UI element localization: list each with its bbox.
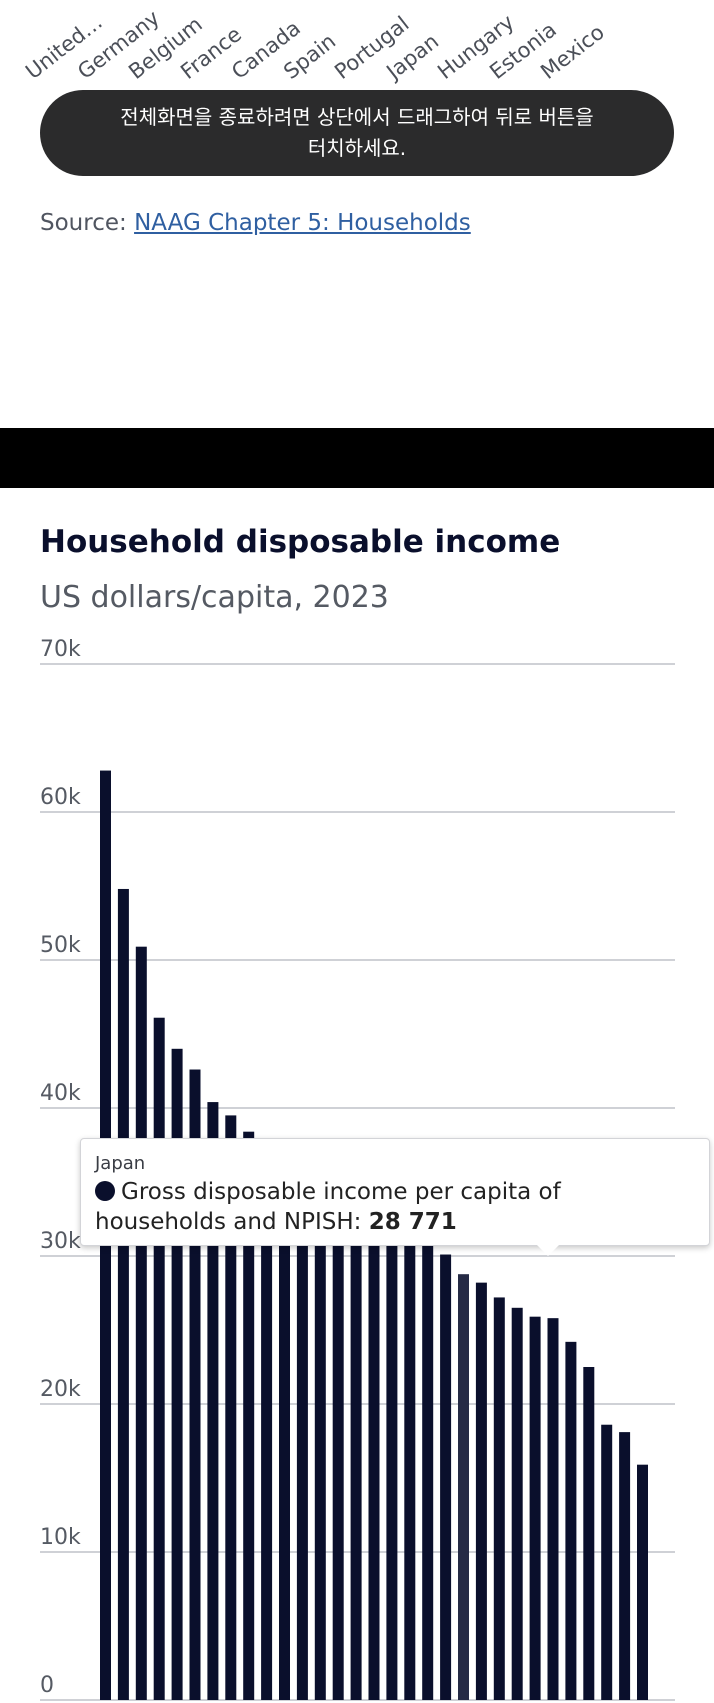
bar[interactable] xyxy=(225,1115,237,1700)
y-tick-label: 20k xyxy=(40,1377,81,1402)
tooltip-series-name: Gross disposable income per capita of ho… xyxy=(95,1179,561,1235)
bar[interactable] xyxy=(601,1424,613,1700)
bar[interactable] xyxy=(171,1048,183,1700)
bar[interactable] xyxy=(368,1198,380,1700)
bar[interactable] xyxy=(475,1282,487,1700)
bar[interactable] xyxy=(619,1432,631,1700)
bar[interactable] xyxy=(350,1189,362,1700)
previous-chart-section: United… Germany Belgium France Canada Spain Po… xyxy=(0,0,714,428)
bar[interactable] xyxy=(279,1152,290,1700)
bar[interactable] xyxy=(511,1307,523,1700)
bar[interactable] xyxy=(404,1221,416,1700)
source-link[interactable]: NAAG Chapter 5: Households xyxy=(134,210,471,236)
chart-tooltip: Japan Gross disposable income per capita… xyxy=(80,1138,710,1256)
bar[interactable] xyxy=(243,1131,255,1700)
bar[interactable] xyxy=(332,1180,344,1700)
chart-subtitle: US dollars/capita, 2023 xyxy=(40,580,389,615)
bar[interactable] xyxy=(529,1316,541,1700)
bar[interactable] xyxy=(117,888,129,1700)
bar[interactable] xyxy=(189,1069,201,1700)
bar[interactable] xyxy=(314,1171,326,1700)
toast-line-2: 터치하세요. xyxy=(307,136,407,160)
series-dot-icon xyxy=(95,1181,115,1201)
source-line: Source: NAAG Chapter 5: Households xyxy=(40,210,471,236)
y-tick-label: 40k xyxy=(40,1081,81,1106)
bar-highlighted[interactable] xyxy=(458,1274,469,1700)
y-tick-label: 50k xyxy=(40,933,81,958)
black-divider xyxy=(0,428,714,488)
bar[interactable] xyxy=(422,1233,434,1700)
bar-chart: 0 10k 20k 30k 40k 50k 60k 70k xyxy=(40,637,675,1701)
y-tick-label: 60k xyxy=(40,785,81,810)
chart-title: Household disposable income xyxy=(40,524,561,560)
y-tick-label: 30k xyxy=(40,1229,81,1254)
bar[interactable] xyxy=(547,1318,559,1700)
y-tick-label: 0 xyxy=(40,1673,54,1698)
tooltip-pointer xyxy=(537,1245,559,1256)
y-tick-label: 70k xyxy=(40,637,81,662)
chart-container: 0 10k 20k 30k 40k 50k 60k 70k Household disposa… xyxy=(0,488,714,1703)
bar[interactable] xyxy=(565,1341,577,1700)
bar[interactable] xyxy=(153,1017,165,1700)
tooltip-body: Gross disposable income per capita of ho… xyxy=(95,1179,561,1235)
y-tick-label: 10k xyxy=(40,1525,81,1550)
bar[interactable] xyxy=(207,1102,219,1700)
toast-line-1: 전체화면을 종료하려면 상단에서 드래그하여 뒤로 버튼을 xyxy=(120,105,594,129)
bar[interactable] xyxy=(261,1142,273,1700)
bar[interactable] xyxy=(386,1208,398,1700)
fullscreen-exit-toast: 전체화면을 종료하려면 상단에서 드래그하여 뒤로 버튼을 터치하세요. xyxy=(40,90,674,176)
source-label: Source: xyxy=(40,210,135,236)
tooltip-country: Japan xyxy=(95,1153,146,1174)
bar[interactable] xyxy=(135,946,147,1700)
bar[interactable] xyxy=(583,1367,595,1700)
bar[interactable] xyxy=(296,1162,308,1700)
bar[interactable] xyxy=(440,1254,452,1700)
tooltip-value: 28 771 xyxy=(368,1209,457,1235)
bar[interactable] xyxy=(493,1297,505,1700)
bar[interactable] xyxy=(637,1464,648,1700)
